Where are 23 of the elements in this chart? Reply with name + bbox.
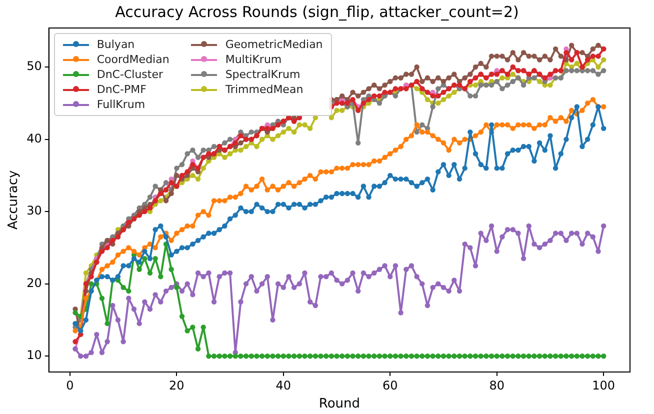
legend-label: CoordMedian (96, 53, 170, 66)
legend-label: MultiKrum (225, 53, 282, 66)
x-tick-label: 0 (66, 378, 74, 392)
x-tick-label: 40 (276, 378, 292, 392)
y-tick-label: 10 (26, 348, 42, 362)
legend-label: TrimmedMean (225, 83, 304, 96)
y-tick-label: 50 (26, 59, 42, 74)
chart-title: Accuracy Across Rounds (sign_flip, attacker_count=2) (115, 2, 519, 21)
x-tick-label: 80 (489, 378, 504, 392)
legend-label: FullKrum (96, 98, 146, 111)
legend-label: GeometricMedian (225, 38, 323, 51)
legend-label: SpectralKrum (225, 68, 300, 81)
y-tick-label: 20 (26, 276, 42, 290)
legend-label: Bulyan (96, 38, 135, 51)
x-tick-label: 20 (169, 378, 184, 392)
y-tick-label: 30 (26, 204, 42, 218)
x-tick-label: 60 (382, 378, 398, 392)
y-tick-label: 40 (26, 131, 42, 146)
x-axis-title: Round (318, 396, 360, 412)
legend-label: DnC-PMF (96, 83, 146, 96)
y-axis-title: Accuracy (6, 170, 22, 230)
x-tick-label: 100 (592, 378, 616, 392)
legend-label: DnC-Cluster (96, 68, 163, 81)
